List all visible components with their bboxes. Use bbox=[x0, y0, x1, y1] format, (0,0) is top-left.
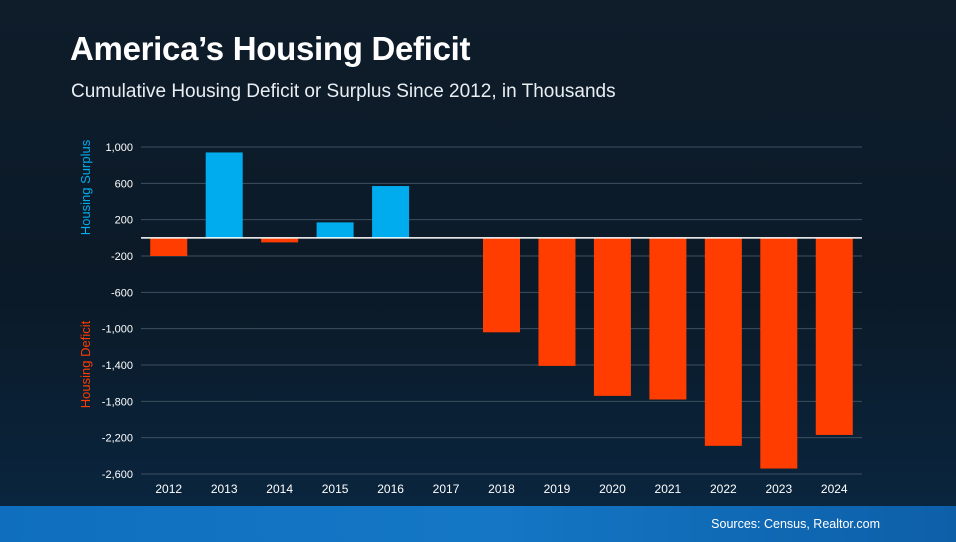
x-tick-label: 2023 bbox=[765, 482, 792, 496]
y-tick-label: 200 bbox=[115, 215, 133, 227]
bar-2015 bbox=[316, 222, 354, 238]
x-tick-label: 2015 bbox=[322, 482, 349, 496]
bar-2020 bbox=[593, 237, 631, 396]
bar-2018 bbox=[483, 237, 520, 333]
y-tick-label: 600 bbox=[115, 178, 133, 190]
bar-2024 bbox=[815, 237, 853, 435]
deficit-axis-label: Housing Deficit bbox=[77, 320, 93, 408]
x-tick-label: 2017 bbox=[433, 482, 460, 496]
chart-subtitle: Cumulative Housing Deficit or Surplus Si… bbox=[71, 81, 616, 102]
sources-text: Sources: Census, Realtor.com bbox=[711, 517, 880, 531]
x-tick-label: 2012 bbox=[155, 482, 182, 496]
bar-2012 bbox=[150, 237, 188, 256]
bar-chart: 1,000 600 200 -200 -600 -1,000 -1,400 -1,800 -2,… bbox=[102, 142, 862, 496]
y-tick-label: -1,800 bbox=[102, 396, 133, 408]
y-tick-label: -200 bbox=[111, 251, 133, 263]
x-tick-label: 2024 bbox=[821, 482, 848, 496]
y-tick-label: -1,400 bbox=[102, 360, 133, 372]
y-tick-label: -600 bbox=[111, 287, 133, 299]
x-tick-label: 2013 bbox=[211, 482, 238, 496]
footer-bar: Sources: Census, Realtor.com bbox=[0, 506, 956, 542]
y-tick-label: -2,600 bbox=[102, 469, 133, 481]
bar-2023 bbox=[760, 237, 798, 469]
bar-2014 bbox=[261, 237, 299, 243]
x-tick-label: 2021 bbox=[655, 482, 682, 496]
bar-2013 bbox=[205, 152, 243, 238]
x-tick-label: 2020 bbox=[599, 482, 626, 496]
x-tick-label: 2016 bbox=[377, 482, 404, 496]
bar-2022 bbox=[704, 237, 742, 446]
x-tick-label: 2018 bbox=[488, 482, 515, 496]
y-tick-label: -2,200 bbox=[102, 433, 133, 445]
bar-2016 bbox=[372, 186, 410, 238]
chart-title: America’s Housing Deficit bbox=[70, 30, 471, 67]
bar-2021 bbox=[649, 237, 687, 400]
surplus-axis-label: Housing Surplus bbox=[77, 139, 93, 235]
x-tick-label: 2019 bbox=[544, 482, 571, 496]
y-tick-label: -1,000 bbox=[102, 324, 133, 336]
x-tick-label: 2014 bbox=[266, 482, 293, 496]
y-tick-label: 1,000 bbox=[105, 142, 133, 154]
x-tick-label: 2022 bbox=[710, 482, 737, 496]
bar-2019 bbox=[538, 237, 576, 366]
